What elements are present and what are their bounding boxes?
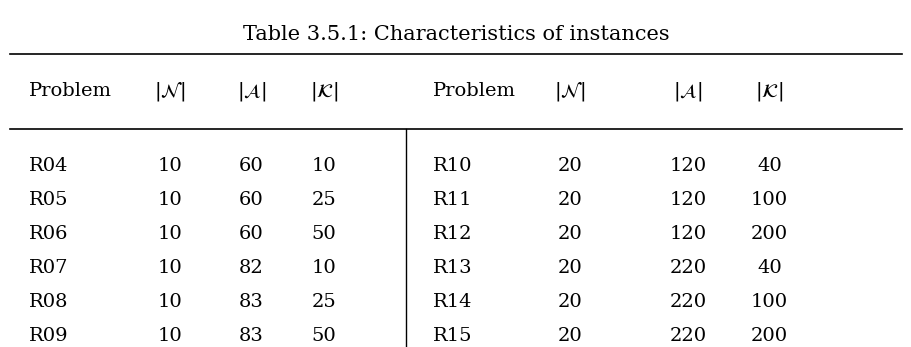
Text: 20: 20 [557,327,581,345]
Text: 25: 25 [312,191,336,209]
Text: 20: 20 [557,293,581,311]
Text: 10: 10 [157,157,182,175]
Text: R06: R06 [28,225,68,243]
Text: 83: 83 [239,327,263,345]
Text: 100: 100 [751,293,787,311]
Text: 10: 10 [312,259,336,277]
Text: Problem: Problem [433,82,516,100]
Text: 10: 10 [157,293,182,311]
Text: 83: 83 [239,293,263,311]
Text: 120: 120 [669,191,706,209]
Text: R05: R05 [28,191,68,209]
Text: 20: 20 [557,225,581,243]
Text: 60: 60 [239,191,263,209]
Text: $|\mathcal{N}|$: $|\mathcal{N}|$ [154,80,185,103]
Text: $|\mathcal{N}|$: $|\mathcal{N}|$ [553,80,585,103]
Text: R04: R04 [28,157,68,175]
Text: 82: 82 [239,259,263,277]
Text: R11: R11 [433,191,472,209]
Text: 10: 10 [157,191,182,209]
Text: 50: 50 [312,225,336,243]
Text: 20: 20 [557,259,581,277]
Text: R13: R13 [433,259,473,277]
Text: 10: 10 [157,327,182,345]
Text: 200: 200 [751,225,787,243]
Text: 20: 20 [557,157,581,175]
Text: 40: 40 [756,259,782,277]
Text: R15: R15 [433,327,472,345]
Text: $|\mathcal{A}|$: $|\mathcal{A}|$ [237,80,266,103]
Text: 60: 60 [239,225,263,243]
Text: R14: R14 [433,293,472,311]
Text: 200: 200 [751,327,787,345]
Text: R08: R08 [28,293,68,311]
Text: 220: 220 [669,259,706,277]
Text: $|\mathcal{K}|$: $|\mathcal{K}|$ [310,80,338,103]
Text: 220: 220 [669,327,706,345]
Text: Problem: Problem [28,82,111,100]
Text: R12: R12 [433,225,472,243]
Text: 50: 50 [312,327,336,345]
Text: 10: 10 [157,225,182,243]
Text: 100: 100 [751,191,787,209]
Text: 10: 10 [312,157,336,175]
Text: 60: 60 [239,157,263,175]
Text: 40: 40 [756,157,782,175]
Text: 20: 20 [557,191,581,209]
Text: Table 3.5.1: Characteristics of instances: Table 3.5.1: Characteristics of instance… [242,25,669,44]
Text: $|\mathcal{A}|$: $|\mathcal{A}|$ [672,80,701,103]
Text: 120: 120 [669,225,706,243]
Text: R09: R09 [28,327,68,345]
Text: $|\mathcal{K}|$: $|\mathcal{K}|$ [754,80,783,103]
Text: 220: 220 [669,293,706,311]
Text: R10: R10 [433,157,472,175]
Text: R07: R07 [28,259,68,277]
Text: 120: 120 [669,157,706,175]
Text: 25: 25 [312,293,336,311]
Text: 10: 10 [157,259,182,277]
